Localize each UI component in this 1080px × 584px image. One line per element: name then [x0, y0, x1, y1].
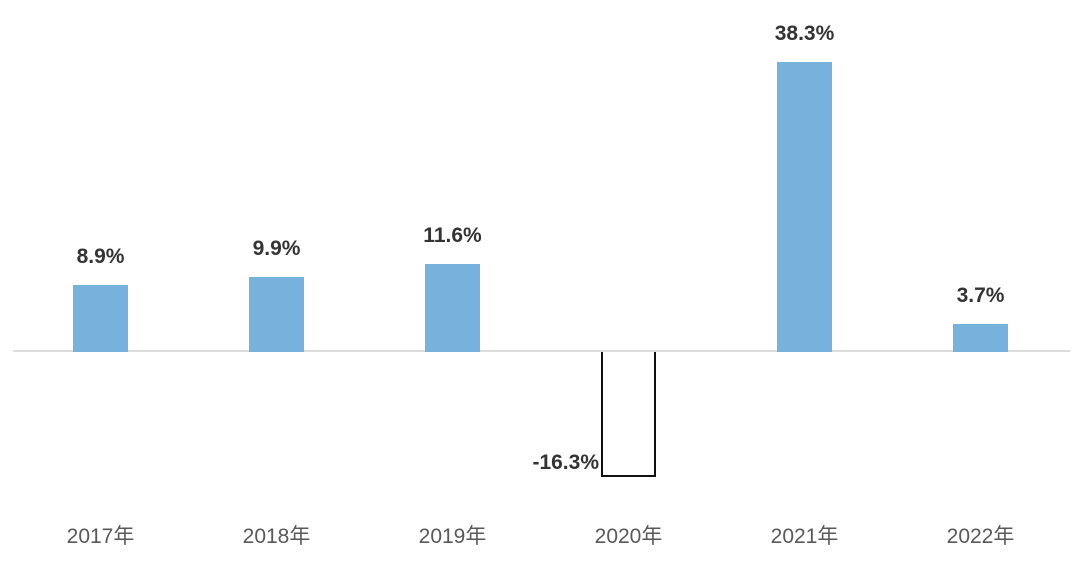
bar-2017年: [73, 284, 128, 352]
bar-2021年: [777, 62, 832, 352]
value-label-2022年: 3.7%: [956, 284, 1005, 308]
x-tick-2017年: 2017年: [66, 525, 135, 548]
bar-2022年: [953, 324, 1008, 352]
x-tick-2019年: 2019年: [418, 525, 487, 548]
bar-2019年: [425, 264, 480, 352]
x-tick-2018年: 2018年: [242, 525, 311, 548]
value-label-2018年: 9.9%: [252, 237, 301, 261]
x-tick-2021年: 2021年: [770, 525, 839, 548]
value-label-2021年: 38.3%: [774, 22, 835, 46]
x-tick-2022年: 2022年: [946, 525, 1015, 548]
bar-2020年: [601, 352, 656, 478]
x-axis-line: [13, 350, 1070, 352]
x-tick-2020年: 2020年: [594, 525, 663, 548]
bar-2018年: [249, 277, 304, 352]
value-label-2017年: 8.9%: [76, 244, 125, 268]
value-label-2020年: -16.3%: [532, 451, 599, 475]
value-label-2019年: 11.6%: [423, 224, 482, 248]
